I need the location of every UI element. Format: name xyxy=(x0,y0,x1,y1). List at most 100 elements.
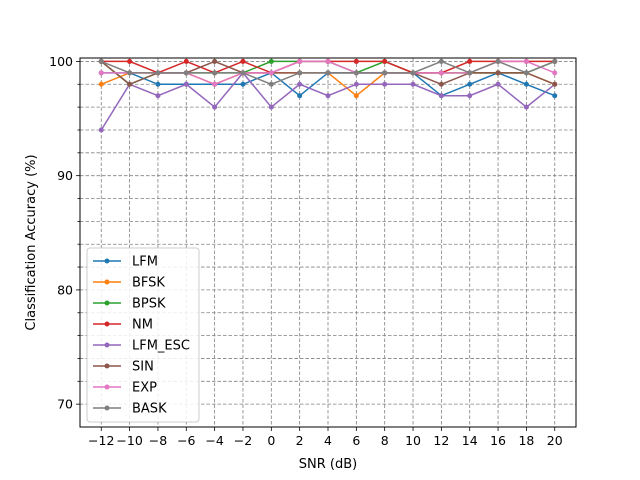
data-point xyxy=(495,81,501,87)
data-point xyxy=(325,58,331,64)
series-lfm-esc xyxy=(98,70,558,133)
x-tick-label: 8 xyxy=(381,433,389,448)
data-point xyxy=(98,127,104,133)
x-tick-label: 6 xyxy=(352,433,360,448)
legend-label: BFSK xyxy=(132,276,165,291)
legend-item: SIN xyxy=(93,360,154,375)
x-tick-label: 10 xyxy=(405,433,421,448)
data-point xyxy=(268,70,274,76)
x-tick-label: 4 xyxy=(324,433,332,448)
y-tick-label: 80 xyxy=(57,282,73,297)
x-tick-label: 0 xyxy=(267,433,275,448)
data-point xyxy=(410,70,416,76)
legend-label: BPSK xyxy=(132,297,166,312)
data-point xyxy=(98,58,104,64)
data-point xyxy=(127,70,133,76)
data-point xyxy=(212,81,218,87)
data-point xyxy=(495,70,501,76)
data-point xyxy=(268,58,274,64)
data-point xyxy=(183,70,189,76)
legend-label: LFM xyxy=(132,255,158,270)
data-point xyxy=(467,81,473,87)
data-point xyxy=(297,58,303,64)
data-point xyxy=(240,70,246,76)
data-point xyxy=(467,70,473,76)
series-group xyxy=(98,58,558,133)
x-tick-label: 18 xyxy=(518,433,534,448)
legend-item: BFSK xyxy=(93,276,165,291)
data-point xyxy=(127,58,133,64)
x-tick-label: −10 xyxy=(116,433,142,448)
legend: LFM BFSK BPSK NM LFM_ESC SIN EXP BASK xyxy=(86,247,200,423)
legend-item: LFM xyxy=(93,255,158,270)
data-point xyxy=(382,81,388,87)
legend-label: NM xyxy=(132,318,153,333)
data-point xyxy=(325,70,331,76)
y-tick-label: 100 xyxy=(49,54,73,69)
data-point xyxy=(297,81,303,87)
data-point xyxy=(552,93,558,99)
legend-marker xyxy=(104,342,110,348)
data-point xyxy=(353,70,359,76)
x-tick-label: −2 xyxy=(234,433,252,448)
data-point xyxy=(240,81,246,87)
data-point xyxy=(353,58,359,64)
series-bask xyxy=(98,58,558,87)
data-point xyxy=(523,58,529,64)
y-tick-label: 70 xyxy=(57,397,73,412)
x-tick-label: 12 xyxy=(433,433,449,448)
data-point xyxy=(495,58,501,64)
y-axis-label: Classification Accuracy (%) xyxy=(24,154,39,330)
data-point xyxy=(438,81,444,87)
x-axis-label: SNR (dB) xyxy=(299,457,357,472)
data-point xyxy=(438,70,444,76)
data-point xyxy=(523,81,529,87)
x-tick-label: −6 xyxy=(177,433,195,448)
legend-marker xyxy=(104,300,110,306)
x-tick-label: 20 xyxy=(547,433,563,448)
legend-label: LFM_ESC xyxy=(132,339,190,354)
data-point xyxy=(438,58,444,64)
x-tick-label: 16 xyxy=(490,433,506,448)
data-point xyxy=(438,93,444,99)
legend-item: EXP xyxy=(93,381,157,396)
legend-item: BPSK xyxy=(93,297,166,312)
data-point xyxy=(410,81,416,87)
data-point xyxy=(552,58,558,64)
legend-item: BASK xyxy=(93,402,167,417)
legend-item: LFM_ESC xyxy=(93,339,190,354)
data-point xyxy=(523,104,529,110)
legend-box xyxy=(86,247,200,423)
data-point xyxy=(240,58,246,64)
legend-marker xyxy=(104,279,110,285)
data-point xyxy=(353,93,359,99)
data-point xyxy=(523,70,529,76)
data-point xyxy=(382,70,388,76)
data-point xyxy=(98,81,104,87)
data-point xyxy=(127,81,133,87)
legend-marker xyxy=(104,258,110,264)
y-tick-label: 90 xyxy=(57,168,73,183)
data-point xyxy=(155,70,161,76)
data-point xyxy=(183,58,189,64)
data-point xyxy=(353,81,359,87)
data-point xyxy=(268,81,274,87)
data-point xyxy=(297,93,303,99)
data-point xyxy=(552,81,558,87)
data-point xyxy=(552,70,558,76)
data-point xyxy=(467,93,473,99)
data-point xyxy=(325,93,331,99)
legend-marker xyxy=(104,363,110,369)
x-tick-label: 2 xyxy=(296,433,304,448)
legend-label: EXP xyxy=(132,381,157,396)
data-point xyxy=(183,81,189,87)
legend-marker xyxy=(104,321,110,327)
x-tick-label: −12 xyxy=(88,433,114,448)
data-point xyxy=(212,104,218,110)
data-point xyxy=(155,81,161,87)
x-tick-label: −8 xyxy=(149,433,167,448)
legend-marker xyxy=(104,384,110,390)
data-point xyxy=(382,58,388,64)
legend-label: BASK xyxy=(132,402,167,417)
data-point xyxy=(297,70,303,76)
